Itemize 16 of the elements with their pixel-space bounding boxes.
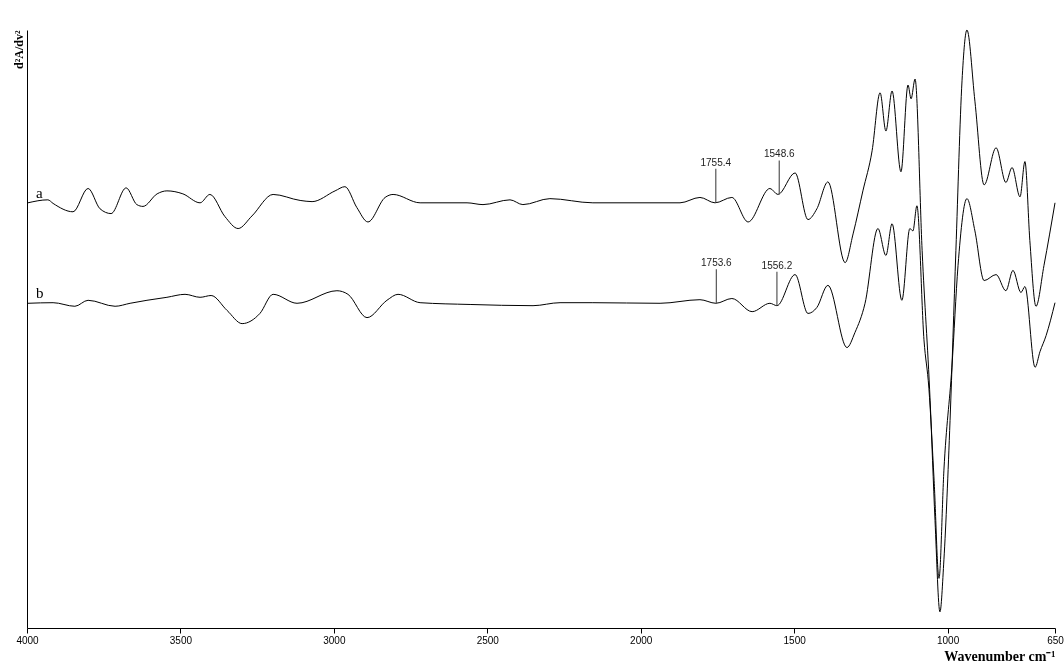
x-tick-label: 1500 bbox=[783, 634, 807, 646]
x-tick-label: 2000 bbox=[630, 634, 653, 646]
x-tick-label: 2500 bbox=[476, 634, 500, 646]
annotation: 1753.6 bbox=[701, 257, 733, 269]
annotation: 1556.2 bbox=[761, 259, 793, 271]
x-tick-label: 1000 bbox=[936, 634, 960, 646]
annotation: 1755.4 bbox=[700, 156, 732, 168]
x-tick-label: 650 bbox=[1047, 634, 1064, 646]
x-axis-title: Wavenumber cm⁻¹ bbox=[944, 648, 1056, 664]
x-tick-label: 3500 bbox=[169, 634, 193, 646]
series-label: b bbox=[35, 285, 44, 302]
series-label: a bbox=[35, 184, 43, 201]
x-tick-label: 4000 bbox=[16, 634, 40, 646]
y-axis-title: d²A/dv² bbox=[11, 30, 26, 70]
x-tick-label: 3000 bbox=[323, 634, 346, 646]
annotation: 1548.6 bbox=[763, 148, 795, 160]
